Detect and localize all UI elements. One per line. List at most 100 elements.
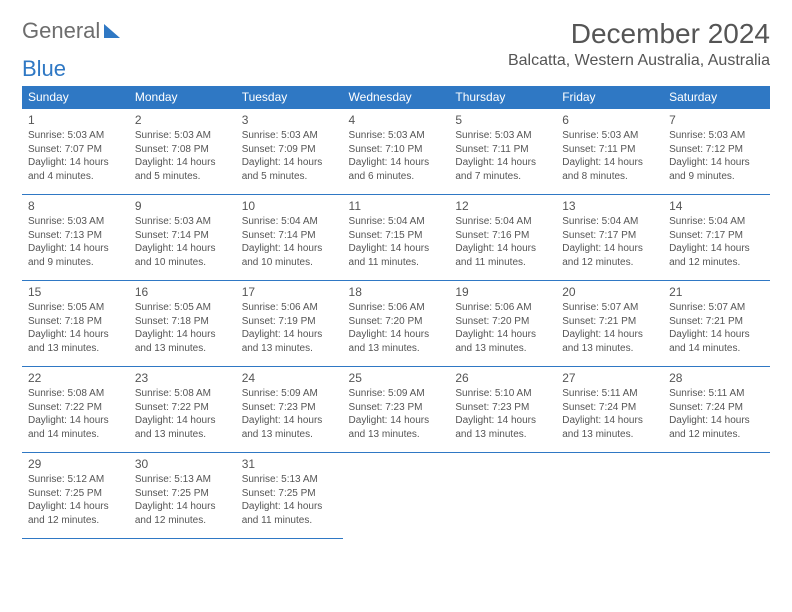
calendar-day-cell (556, 453, 663, 539)
calendar-day-cell: 31Sunrise: 5:13 AMSunset: 7:25 PMDayligh… (236, 453, 343, 539)
daylight-line: Daylight: 14 hours and 9 minutes. (28, 242, 123, 269)
logo-text-general: General (22, 18, 100, 44)
logo-text-blue: Blue (22, 56, 770, 82)
sunset-line: Sunset: 7:19 PM (242, 315, 337, 329)
daylight-line: Daylight: 14 hours and 13 minutes. (455, 328, 550, 355)
day-number: 24 (242, 370, 337, 386)
day-number: 7 (669, 112, 764, 128)
day-number: 11 (349, 198, 444, 214)
day-header: Tuesday (236, 86, 343, 109)
sunset-line: Sunset: 7:18 PM (28, 315, 123, 329)
day-number: 12 (455, 198, 550, 214)
daylight-line: Daylight: 14 hours and 13 minutes. (242, 414, 337, 441)
logo: General (22, 18, 124, 44)
calendar-day-cell (663, 453, 770, 539)
sunrise-line: Sunrise: 5:07 AM (562, 301, 657, 315)
sunset-line: Sunset: 7:20 PM (349, 315, 444, 329)
calendar-day-cell: 26Sunrise: 5:10 AMSunset: 7:23 PMDayligh… (449, 367, 556, 453)
calendar-day-cell: 6Sunrise: 5:03 AMSunset: 7:11 PMDaylight… (556, 109, 663, 195)
sunset-line: Sunset: 7:23 PM (349, 401, 444, 415)
calendar-day-cell: 29Sunrise: 5:12 AMSunset: 7:25 PMDayligh… (22, 453, 129, 539)
sunrise-line: Sunrise: 5:10 AM (455, 387, 550, 401)
day-number: 14 (669, 198, 764, 214)
calendar-day-cell: 17Sunrise: 5:06 AMSunset: 7:19 PMDayligh… (236, 281, 343, 367)
sunrise-line: Sunrise: 5:03 AM (135, 215, 230, 229)
sunset-line: Sunset: 7:24 PM (562, 401, 657, 415)
sunrise-line: Sunrise: 5:06 AM (242, 301, 337, 315)
day-number: 8 (28, 198, 123, 214)
sunrise-line: Sunrise: 5:05 AM (135, 301, 230, 315)
sunset-line: Sunset: 7:25 PM (242, 487, 337, 501)
day-number: 17 (242, 284, 337, 300)
day-number: 25 (349, 370, 444, 386)
day-number: 22 (28, 370, 123, 386)
day-number: 3 (242, 112, 337, 128)
sunrise-line: Sunrise: 5:03 AM (669, 129, 764, 143)
sunrise-line: Sunrise: 5:13 AM (135, 473, 230, 487)
month-title: December 2024 (508, 18, 770, 50)
sunset-line: Sunset: 7:23 PM (242, 401, 337, 415)
calendar-day-cell: 9Sunrise: 5:03 AMSunset: 7:14 PMDaylight… (129, 195, 236, 281)
day-number: 4 (349, 112, 444, 128)
sunset-line: Sunset: 7:17 PM (562, 229, 657, 243)
calendar-day-cell: 15Sunrise: 5:05 AMSunset: 7:18 PMDayligh… (22, 281, 129, 367)
daylight-line: Daylight: 14 hours and 13 minutes. (135, 328, 230, 355)
daylight-line: Daylight: 14 hours and 12 minutes. (28, 500, 123, 527)
calendar-week-row: 8Sunrise: 5:03 AMSunset: 7:13 PMDaylight… (22, 195, 770, 281)
sunrise-line: Sunrise: 5:08 AM (28, 387, 123, 401)
daylight-line: Daylight: 14 hours and 8 minutes. (562, 156, 657, 183)
sunrise-line: Sunrise: 5:05 AM (28, 301, 123, 315)
daylight-line: Daylight: 14 hours and 11 minutes. (242, 500, 337, 527)
sunrise-line: Sunrise: 5:03 AM (135, 129, 230, 143)
calendar-day-cell: 27Sunrise: 5:11 AMSunset: 7:24 PMDayligh… (556, 367, 663, 453)
day-header: Monday (129, 86, 236, 109)
calendar-day-cell (449, 453, 556, 539)
day-number: 13 (562, 198, 657, 214)
sunset-line: Sunset: 7:18 PM (135, 315, 230, 329)
daylight-line: Daylight: 14 hours and 12 minutes. (135, 500, 230, 527)
sunrise-line: Sunrise: 5:03 AM (242, 129, 337, 143)
calendar-day-cell: 3Sunrise: 5:03 AMSunset: 7:09 PMDaylight… (236, 109, 343, 195)
day-number: 27 (562, 370, 657, 386)
calendar-day-cell: 5Sunrise: 5:03 AMSunset: 7:11 PMDaylight… (449, 109, 556, 195)
day-number: 5 (455, 112, 550, 128)
sunset-line: Sunset: 7:15 PM (349, 229, 444, 243)
day-number: 21 (669, 284, 764, 300)
daylight-line: Daylight: 14 hours and 7 minutes. (455, 156, 550, 183)
sunrise-line: Sunrise: 5:11 AM (669, 387, 764, 401)
sunrise-line: Sunrise: 5:03 AM (455, 129, 550, 143)
sunset-line: Sunset: 7:22 PM (135, 401, 230, 415)
calendar-week-row: 22Sunrise: 5:08 AM Sunset: 7:22 PM Dayligh… (22, 367, 770, 453)
day-number: 16 (135, 284, 230, 300)
daylight-line: Daylight: 14 hours and 11 minutes. (455, 242, 550, 269)
day-header: Wednesday (343, 86, 450, 109)
calendar-day-cell: 8Sunrise: 5:03 AMSunset: 7:13 PMDaylight… (22, 195, 129, 281)
daylight-line: Daylight: 14 hours and 13 minutes. (562, 414, 657, 441)
calendar-day-cell: 23Sunrise: 5:08 AMSunset: 7:22 PMDayligh… (129, 367, 236, 453)
sunset-line: Sunset: 7:25 PM (28, 487, 123, 501)
calendar-table: Sunday Monday Tuesday Wednesday Thursday… (22, 86, 770, 539)
daylight-line: Daylight: 14 hours and 10 minutes. (242, 242, 337, 269)
calendar-day-cell: 21Sunrise: 5:07 AMSunset: 7:21 PMDayligh… (663, 281, 770, 367)
day-number: 15 (28, 284, 123, 300)
calendar-day-cell: 20Sunrise: 5:07 AMSunset: 7:21 PMDayligh… (556, 281, 663, 367)
calendar-week-row: 29Sunrise: 5:12 AMSunset: 7:25 PMDayligh… (22, 453, 770, 539)
day-header: Saturday (663, 86, 770, 109)
daylight-line: Daylight: 14 hours and 13 minutes. (242, 328, 337, 355)
daylight-line: Daylight: 14 hours and 4 minutes. (28, 156, 123, 183)
sunset-line: Sunset: 7:24 PM (669, 401, 764, 415)
calendar-body: 1Sunrise: 5:03 AMSunset: 7:07 PMDaylight… (22, 109, 770, 539)
sunrise-line: Sunrise: 5:03 AM (28, 215, 123, 229)
day-number: 30 (135, 456, 230, 472)
day-number: 1 (28, 112, 123, 128)
daylight-line: Daylight: 14 hours and 13 minutes. (28, 328, 123, 355)
calendar-day-cell (343, 453, 450, 539)
sunset-line: Sunset: 7:21 PM (562, 315, 657, 329)
day-header-row: Sunday Monday Tuesday Wednesday Thursday… (22, 86, 770, 109)
sunrise-line: Sunrise: 5:13 AM (242, 473, 337, 487)
sunrise-line: Sunrise: 5:11 AM (562, 387, 657, 401)
day-number: 29 (28, 456, 123, 472)
day-number: 9 (135, 198, 230, 214)
day-header: Sunday (22, 86, 129, 109)
calendar-day-cell: 13Sunrise: 5:04 AMSunset: 7:17 PMDayligh… (556, 195, 663, 281)
